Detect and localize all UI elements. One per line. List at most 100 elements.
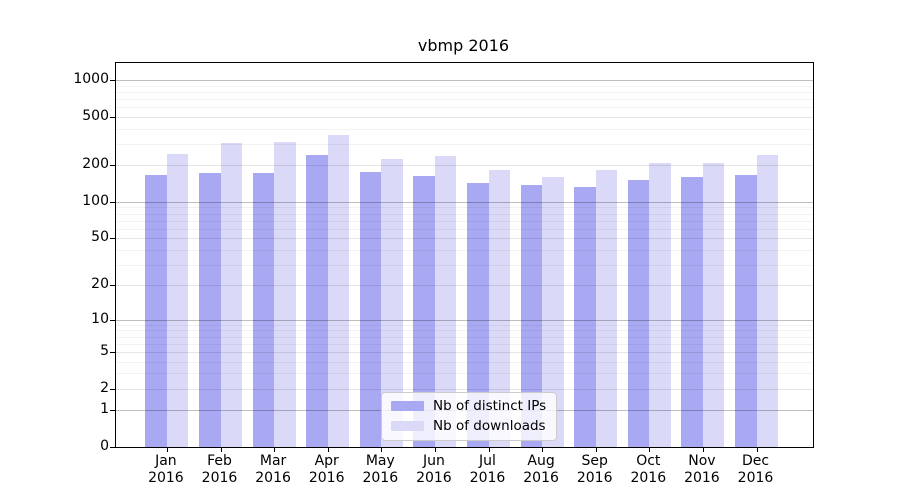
gridline-300 — [116, 143, 813, 145]
gridline-8 — [116, 330, 813, 332]
legend: Nb of distinct IPs Nb of downloads — [381, 392, 558, 441]
bar-downloads-jun — [434, 156, 457, 447]
bar-downloads-jul — [488, 170, 510, 447]
x-tick-label-jan: Jan 2016 — [148, 453, 184, 486]
y-tick-label-1000: 1000 — [73, 71, 109, 87]
bar-distinct-ips-jun — [413, 175, 435, 447]
chart-title: vbmp 2016 — [417, 36, 510, 55]
y-tick-label-20: 20 — [91, 276, 109, 293]
y-tick-5 — [110, 351, 116, 353]
gridline-800 — [116, 91, 813, 93]
x-tick-feb — [220, 447, 222, 452]
gridline-400 — [116, 128, 813, 130]
gridline-200 — [116, 165, 813, 167]
y-tick-label-100: 100 — [82, 192, 109, 209]
gridline-500 — [116, 116, 813, 118]
x-tick-aug — [542, 447, 544, 452]
bar-distinct-ips-sep — [574, 186, 596, 447]
x-tick-label-may: May 2016 — [362, 453, 399, 486]
gridline-80 — [116, 213, 813, 215]
legend-item-downloads: Nb of downloads — [391, 418, 546, 434]
x-tick-may — [381, 447, 383, 452]
gridline-50 — [116, 238, 813, 240]
y-tick-label-200: 200 — [82, 156, 109, 173]
gridline-9 — [116, 324, 813, 326]
bar-distinct-ips-oct — [627, 179, 650, 447]
gridline-20 — [116, 285, 813, 287]
gridline-60 — [116, 228, 813, 230]
x-tick-label-nov: Nov 2016 — [684, 453, 720, 486]
bar-distinct-ips-may — [359, 172, 382, 447]
x-tick-label-oct: Oct 2016 — [630, 453, 667, 486]
gridline-40 — [116, 249, 813, 251]
y-tick-label-2: 2 — [100, 379, 109, 396]
bar-distinct-ips-apr — [306, 155, 328, 447]
y-tick-label-0: 0 — [100, 438, 109, 454]
legend-swatch-downloads — [391, 421, 424, 431]
bar-downloads-apr — [327, 135, 350, 447]
gridline-900 — [116, 85, 813, 87]
bar-downloads-aug — [542, 177, 564, 447]
x-tick-label-jul: Jul 2016 — [469, 453, 506, 486]
y-tick-label-1: 1 — [100, 401, 109, 418]
gridline-6 — [116, 343, 813, 345]
x-tick-apr — [327, 447, 329, 452]
y-tick-50 — [110, 238, 116, 240]
gridline-600 — [116, 107, 813, 109]
x-tick-label-aug: Aug 2016 — [523, 453, 559, 486]
x-tick-jan — [166, 447, 168, 452]
bar-downloads-nov — [702, 162, 725, 447]
bar-downloads-feb — [220, 143, 242, 447]
bar-distinct-ips-nov — [681, 177, 703, 447]
x-tick-label-sep: Sep 2016 — [576, 453, 613, 486]
y-tick-200 — [110, 165, 116, 167]
gridline-30 — [116, 264, 813, 266]
gridline-70 — [116, 220, 813, 222]
y-tick-label-10: 10 — [91, 310, 109, 327]
y-tick-100 — [110, 201, 116, 203]
gridline-100 — [116, 201, 813, 203]
y-tick-1 — [110, 410, 116, 412]
x-tick-label-jun: Jun 2016 — [416, 453, 452, 486]
legend-swatch-distinct-ips — [391, 401, 424, 411]
y-tick-20 — [110, 285, 116, 287]
gridline-3 — [116, 373, 813, 375]
y-tick-label-500: 500 — [82, 107, 109, 124]
x-tick-nov — [702, 447, 704, 452]
bar-distinct-ips-jan — [145, 174, 167, 447]
y-tick-label-5: 5 — [100, 342, 109, 359]
bar-downloads-sep — [595, 170, 618, 447]
bar-downloads-mar — [274, 142, 296, 447]
bar-distinct-ips-dec — [735, 175, 757, 447]
y-tick-500 — [110, 116, 116, 118]
x-tick-jul — [488, 447, 490, 452]
gridline-700 — [116, 99, 813, 100]
x-tick-label-feb: Feb 2016 — [201, 453, 238, 486]
x-tick-dec — [756, 447, 758, 452]
y-tick-10 — [110, 319, 116, 321]
legend-label-distinct-ips: Nb of distinct IPs — [433, 398, 547, 414]
bar-downloads-may — [381, 159, 403, 447]
bar-downloads-oct — [649, 162, 671, 447]
bar-distinct-ips-feb — [199, 172, 221, 447]
y-tick-label-50: 50 — [91, 229, 109, 246]
bar-downloads-dec — [756, 155, 778, 447]
gridline-4 — [116, 361, 813, 363]
gridline-10 — [116, 319, 813, 321]
y-tick-0 — [110, 447, 116, 448]
bar-downloads-jan — [166, 153, 189, 447]
legend-label-downloads: Nb of downloads — [433, 418, 546, 434]
y-tick-1000 — [110, 80, 116, 81]
gridline-1000 — [116, 80, 813, 81]
bar-distinct-ips-aug — [520, 184, 543, 447]
x-tick-label-mar: Mar 2016 — [255, 453, 291, 486]
x-tick-label-dec: Dec 2016 — [737, 453, 774, 486]
gridline-2 — [116, 388, 813, 390]
bar-distinct-ips-mar — [252, 172, 275, 447]
x-tick-mar — [274, 447, 276, 452]
legend-item-distinct-ips: Nb of distinct IPs — [391, 398, 546, 414]
x-tick-label-apr: Apr 2016 — [308, 453, 345, 486]
y-tick-2 — [110, 388, 116, 390]
gridline-5 — [116, 351, 813, 353]
